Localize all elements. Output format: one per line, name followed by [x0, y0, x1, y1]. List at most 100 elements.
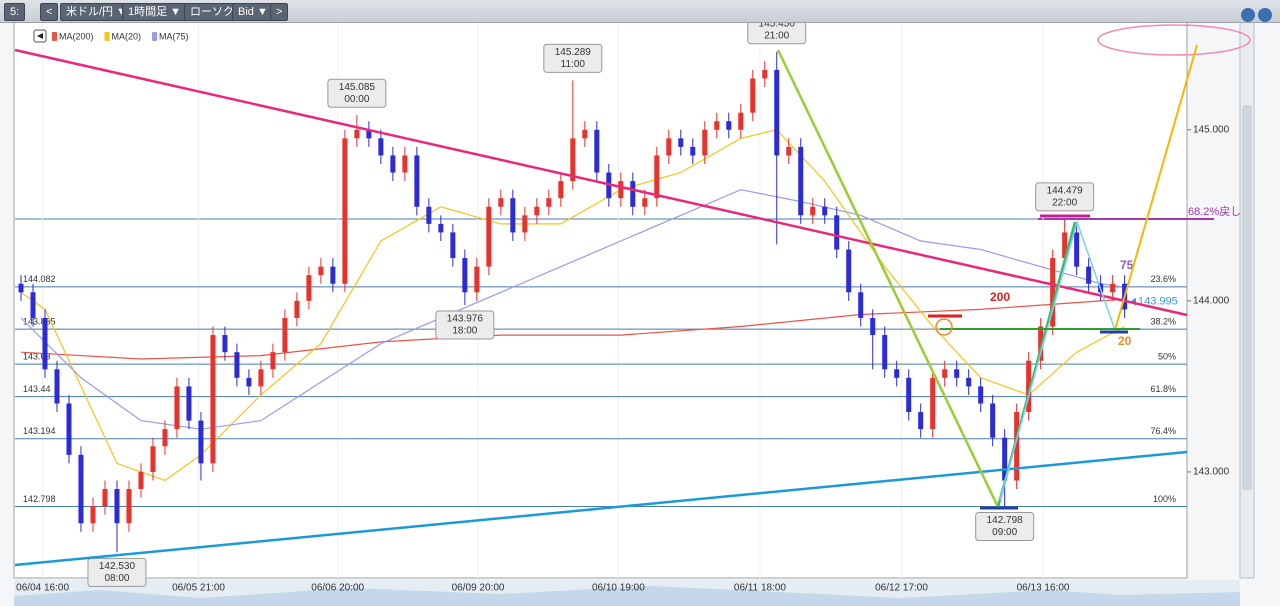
- level-label: 143.194: [23, 426, 56, 436]
- x-tick-label: 06/09 20:00: [452, 583, 505, 594]
- marker: [935, 318, 953, 336]
- candle-body: [894, 369, 900, 378]
- candle-body: [522, 215, 528, 233]
- navigator-area: [14, 586, 1240, 606]
- callout-time: 00:00: [344, 94, 369, 105]
- candle-body: [390, 155, 396, 173]
- candle-body: [1074, 232, 1080, 267]
- candle-body: [1038, 326, 1044, 361]
- highlight-ellipse: [1097, 24, 1251, 56]
- wave-line: [999, 219, 1116, 501]
- candle-body: [822, 206, 828, 216]
- toolbar-button[interactable]: 米ドル/円 ▼: [60, 3, 133, 21]
- candle-body: [738, 112, 744, 130]
- ma-line: [20, 189, 1125, 430]
- x-tick-label: 06/06 20:00: [311, 583, 364, 594]
- candle-body: [798, 146, 804, 216]
- candle-body: [534, 206, 540, 216]
- candle-body: [438, 223, 444, 233]
- candle-body: [990, 403, 996, 438]
- candle-body: [570, 138, 576, 182]
- candle-body: [342, 138, 348, 284]
- candle-body: [942, 369, 948, 378]
- x-tick-label: 06/10 19:00: [592, 583, 645, 594]
- level-label: 143.835: [23, 316, 56, 326]
- candle-body: [1050, 258, 1056, 327]
- callout-time: 21:00: [764, 30, 789, 41]
- candle-body: [498, 198, 504, 207]
- callout-time: 22:00: [1052, 198, 1077, 209]
- legend-label: MA(200): [59, 31, 94, 41]
- candle-body: [450, 232, 456, 259]
- candle-body: [594, 129, 600, 173]
- candle-body: [474, 266, 480, 293]
- callout-price: 142.530: [99, 561, 136, 572]
- candle-body: [714, 121, 720, 130]
- candle-body: [1110, 283, 1116, 293]
- candle-body: [198, 420, 204, 464]
- candle-body: [1002, 437, 1008, 481]
- toolbar-button[interactable]: 1時間足 ▼: [122, 3, 188, 21]
- candle-body: [1086, 266, 1092, 284]
- candle-body: [1026, 360, 1032, 413]
- x-tick-label: 06/11 18:00: [734, 583, 787, 594]
- candle-body: [318, 266, 324, 276]
- legend-swatch: [104, 32, 110, 41]
- legend-toggle-icon: [37, 33, 43, 39]
- candle-body: [870, 317, 876, 336]
- price-callout: [1035, 182, 1095, 212]
- plot-area: [13, 21, 1188, 579]
- candle-body: [30, 292, 36, 318]
- candle-body: [762, 69, 768, 79]
- candle-body: [162, 429, 168, 447]
- candle-body: [246, 377, 252, 387]
- chart-note: 20: [1118, 334, 1132, 348]
- candle-body: [678, 138, 684, 147]
- level-ratio: 76.4%: [1150, 426, 1176, 436]
- candle-body: [810, 206, 816, 216]
- level-label: 144.082: [23, 274, 56, 284]
- level-ratio: 100%: [1153, 494, 1176, 504]
- candle-body: [882, 335, 888, 370]
- chart-note: 200: [990, 290, 1010, 304]
- candle-body: [234, 352, 240, 378]
- scroll-thumb[interactable]: [1242, 105, 1252, 490]
- candle-body: [66, 403, 72, 455]
- callout-time: 08:00: [104, 573, 129, 584]
- candle-body: [222, 335, 228, 353]
- candle-body: [210, 335, 216, 464]
- candle-body: [90, 506, 96, 524]
- candle-body: [174, 386, 180, 430]
- callout-price: 145.456: [759, 18, 796, 29]
- level-ratio: 38.2%: [1150, 316, 1176, 326]
- toolbar-button[interactable]: Bid ▼: [232, 3, 274, 21]
- candle-body: [510, 198, 516, 233]
- candle-body: [702, 129, 708, 156]
- ma-line: [20, 298, 1125, 360]
- toolbar-button[interactable]: <: [40, 3, 59, 21]
- candle-body: [330, 266, 336, 284]
- price-callout: [543, 43, 603, 73]
- x-tick-label: 06/13 16:00: [1017, 583, 1070, 594]
- y-tick-label: 144.000: [1193, 295, 1230, 306]
- candle-body: [306, 275, 312, 301]
- candle-body: [690, 146, 696, 156]
- candle-body: [966, 377, 972, 387]
- candle-body: [102, 489, 108, 507]
- toolbar-button[interactable]: 5:: [4, 3, 26, 21]
- ma-line: [20, 129, 1125, 482]
- x-tick-label: 06/05 21:00: [172, 583, 225, 594]
- candle-body: [546, 198, 552, 207]
- candle-body: [978, 386, 984, 404]
- candle-body: [150, 446, 156, 472]
- price-callout: [327, 78, 387, 108]
- toolbar-button[interactable]: >: [270, 3, 289, 21]
- candle-body: [426, 206, 432, 224]
- candle-body: [858, 292, 864, 318]
- candle-body: [402, 155, 408, 173]
- candle-body: [186, 386, 192, 421]
- level-label: 143.63: [23, 352, 51, 362]
- candle-body: [126, 489, 132, 524]
- candle-body: [282, 317, 288, 353]
- level-ratio: 23.6%: [1150, 274, 1176, 284]
